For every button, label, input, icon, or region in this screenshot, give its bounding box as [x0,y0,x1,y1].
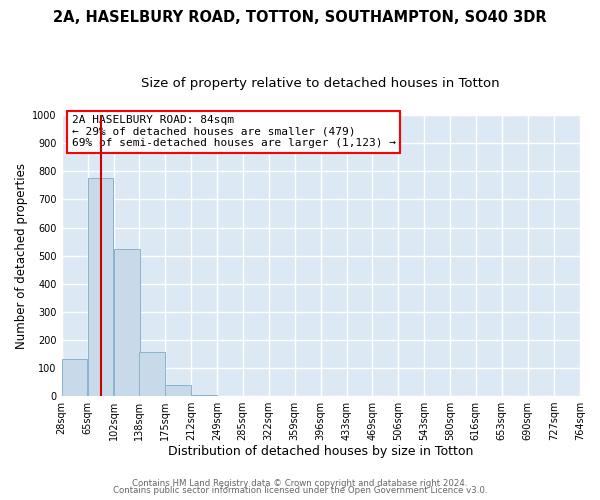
Text: Contains HM Land Registry data © Crown copyright and database right 2024.: Contains HM Land Registry data © Crown c… [132,478,468,488]
Title: Size of property relative to detached houses in Totton: Size of property relative to detached ho… [142,78,500,90]
X-axis label: Distribution of detached houses by size in Totton: Distribution of detached houses by size … [168,444,473,458]
Text: 2A HASELBURY ROAD: 84sqm
← 29% of detached houses are smaller (479)
69% of semi-: 2A HASELBURY ROAD: 84sqm ← 29% of detach… [72,116,396,148]
Bar [88,178,113,396]
Bar [165,386,191,396]
Text: 2A, HASELBURY ROAD, TOTTON, SOUTHAMPTON, SO40 3DR: 2A, HASELBURY ROAD, TOTTON, SOUTHAMPTON,… [53,10,547,25]
Bar [62,360,88,396]
Text: Contains public sector information licensed under the Open Government Licence v3: Contains public sector information licen… [113,486,487,495]
Bar [139,352,165,396]
Bar [191,394,217,396]
Bar [114,248,140,396]
Y-axis label: Number of detached properties: Number of detached properties [15,162,28,348]
